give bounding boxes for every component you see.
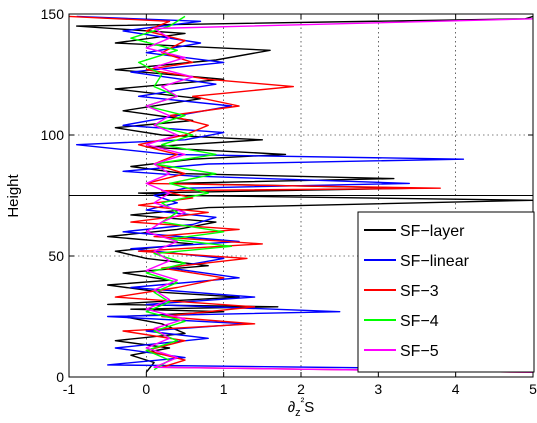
series-line — [76, 15, 533, 371]
x-tick-label: -1 — [63, 381, 76, 397]
legend-entry: SF−layer — [400, 223, 465, 240]
x-tick-label: 1 — [220, 381, 228, 397]
y-tick-label: 50 — [48, 248, 64, 264]
legend-entry: SF−4 — [400, 313, 439, 330]
y-axis-label: Height — [5, 173, 22, 217]
x-tick-label: 3 — [374, 381, 382, 397]
x-tick-label: 5 — [529, 381, 537, 397]
legend: SF−layer SF−linear SF−3 SF−4 SF−5 — [357, 211, 535, 373]
series-line — [69, 15, 533, 373]
x-axis-label: ∂z²S — [288, 396, 315, 419]
y-tick-label: 0 — [56, 369, 64, 385]
series-group — [69, 15, 533, 373]
legend-box — [357, 211, 535, 373]
x-tick-label: 2 — [297, 381, 305, 397]
y-tick-label: 150 — [41, 6, 65, 22]
legend-entry: SF−linear — [400, 253, 470, 270]
series-line — [130, 15, 233, 371]
y-tick-label: 100 — [41, 127, 65, 143]
x-tick-label: 0 — [142, 381, 150, 397]
series-line — [76, 15, 533, 373]
series-line — [145, 18, 533, 373]
axis-ticks — [68, 13, 534, 378]
legend-entry: SF−5 — [400, 343, 439, 360]
x-tick-label: 4 — [452, 381, 460, 397]
legend-entry: SF−3 — [400, 283, 439, 300]
